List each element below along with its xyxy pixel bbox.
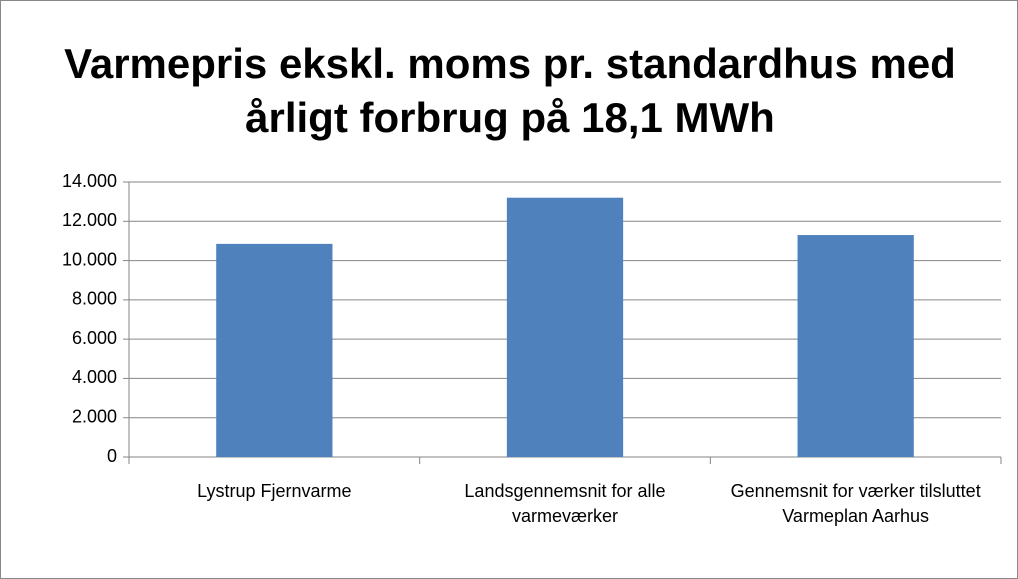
y-tick-label: 4.000 [72, 367, 117, 387]
y-tick-label: 12.000 [62, 210, 117, 230]
y-tick-label: 2.000 [72, 406, 117, 426]
y-tick-label: 8.000 [72, 289, 117, 309]
x-tick-label: Lystrup Fjernvarme [197, 481, 352, 501]
y-tick-label: 0 [107, 446, 117, 466]
chart-title: Varmepris ekskl. moms pr. standardhus me… [64, 40, 956, 141]
x-tick-label: Gennemsnit for værker tilsluttet Varmepl… [730, 481, 981, 526]
y-tick-label: 14.000 [62, 171, 117, 191]
bar [216, 243, 333, 457]
y-tick-label: 10.000 [62, 249, 117, 269]
bar [506, 197, 624, 457]
x-tick-label: Landsgennemsnit for alle varmeværker [464, 481, 666, 526]
bar [797, 235, 914, 457]
y-tick-label: 6.000 [72, 328, 117, 348]
